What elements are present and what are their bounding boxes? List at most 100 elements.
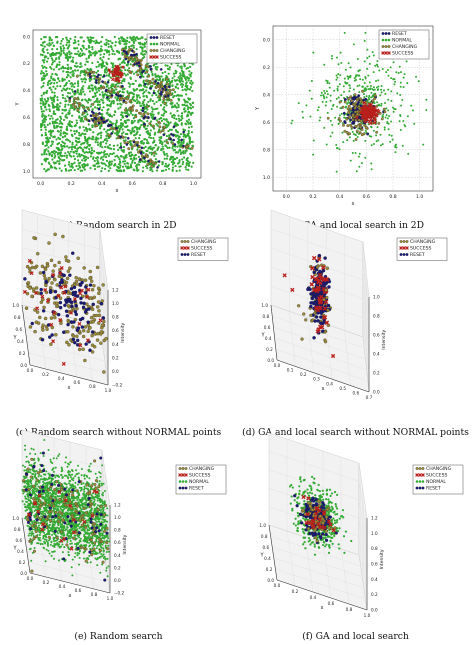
point-reset xyxy=(152,36,156,39)
point-normal xyxy=(112,152,115,155)
point-normal xyxy=(99,56,102,60)
point-normal xyxy=(119,144,123,147)
point-normal xyxy=(88,150,91,153)
point-normal xyxy=(85,130,89,133)
point-normal xyxy=(174,134,178,137)
point-normal xyxy=(173,122,176,126)
point-changing xyxy=(151,77,155,81)
point-normal xyxy=(156,65,159,69)
point-normal xyxy=(105,51,109,54)
point-normal xyxy=(412,109,415,112)
point-normal xyxy=(65,99,68,102)
point-normal xyxy=(50,75,53,78)
point-normal xyxy=(126,109,129,112)
point-normal xyxy=(117,37,121,40)
point-normal xyxy=(339,74,342,77)
point-normal xyxy=(97,100,101,103)
point-changing xyxy=(127,147,131,151)
point-normal xyxy=(152,113,155,116)
point-normal xyxy=(76,91,79,94)
point-normal xyxy=(114,96,117,99)
point-normal xyxy=(47,168,50,171)
point-normal xyxy=(335,146,338,149)
point-normal xyxy=(101,167,104,170)
point-normal xyxy=(389,140,392,143)
point-success xyxy=(363,108,368,113)
point-changing xyxy=(26,281,31,285)
point-normal xyxy=(156,124,159,127)
y-axis-label: Y xyxy=(255,106,261,111)
point-normal xyxy=(159,104,163,107)
point-changing xyxy=(338,119,342,123)
z-tick-label: 0.6 xyxy=(373,333,380,338)
point-reset xyxy=(101,80,104,83)
point-normal xyxy=(51,550,54,553)
point-normal xyxy=(363,93,366,96)
point-normal xyxy=(335,97,338,100)
point-normal xyxy=(43,59,46,62)
point-normal xyxy=(338,114,341,117)
point-normal xyxy=(346,102,349,105)
point-normal xyxy=(107,79,110,82)
point-normal xyxy=(58,61,61,64)
point-normal xyxy=(183,107,186,110)
point-normal xyxy=(80,65,83,68)
y-tick-label: 0.4 xyxy=(23,88,30,94)
point-normal xyxy=(360,162,363,165)
point-normal xyxy=(98,93,102,96)
point-normal xyxy=(121,165,125,168)
chart-a-svg: 0.00.00.20.20.40.40.60.60.80.81.01.0xYRE… xyxy=(15,29,202,194)
point-normal xyxy=(75,152,78,155)
point-normal xyxy=(155,119,158,122)
point-normal xyxy=(99,53,102,56)
point-normal xyxy=(73,39,76,42)
point-normal xyxy=(181,117,184,120)
point-changing xyxy=(49,316,54,320)
point-normal xyxy=(177,105,180,109)
point-reset xyxy=(73,310,78,314)
point-normal xyxy=(317,106,320,109)
point-normal xyxy=(44,55,47,58)
point-normal xyxy=(177,114,180,117)
point-changing xyxy=(129,98,133,102)
point-normal xyxy=(370,96,373,99)
point-normal xyxy=(148,136,151,139)
point-reset xyxy=(155,36,159,39)
point-normal xyxy=(90,137,93,140)
point-reset xyxy=(143,156,146,160)
point-normal xyxy=(101,36,104,39)
point-normal xyxy=(187,111,190,114)
point-changing xyxy=(97,321,101,325)
point-normal xyxy=(175,83,178,86)
point-normal xyxy=(107,94,111,97)
point-normal xyxy=(50,131,53,134)
point-normal xyxy=(51,101,54,105)
point-normal xyxy=(89,99,92,102)
point-normal xyxy=(185,67,188,70)
point-reset xyxy=(100,116,103,120)
point-normal xyxy=(64,152,67,155)
point-normal xyxy=(120,155,123,158)
point-normal xyxy=(176,124,180,127)
point-normal xyxy=(59,115,62,118)
point-normal xyxy=(325,100,328,103)
y-tick-label: 0.6 xyxy=(16,538,23,543)
point-normal xyxy=(83,146,86,149)
point-normal xyxy=(75,62,78,65)
point-normal xyxy=(357,69,360,72)
point-changing xyxy=(71,334,76,338)
point-normal xyxy=(146,119,149,123)
point-normal xyxy=(48,136,52,140)
point-normal xyxy=(91,46,94,49)
point-normal xyxy=(174,157,177,161)
point-normal xyxy=(45,60,49,63)
point-normal xyxy=(111,66,114,69)
point-normal xyxy=(110,147,113,150)
point-normal xyxy=(129,112,132,115)
point-normal xyxy=(59,133,62,137)
point-normal xyxy=(151,110,154,113)
point-reset xyxy=(149,65,152,68)
point-normal xyxy=(83,168,86,171)
point-normal xyxy=(156,147,160,150)
